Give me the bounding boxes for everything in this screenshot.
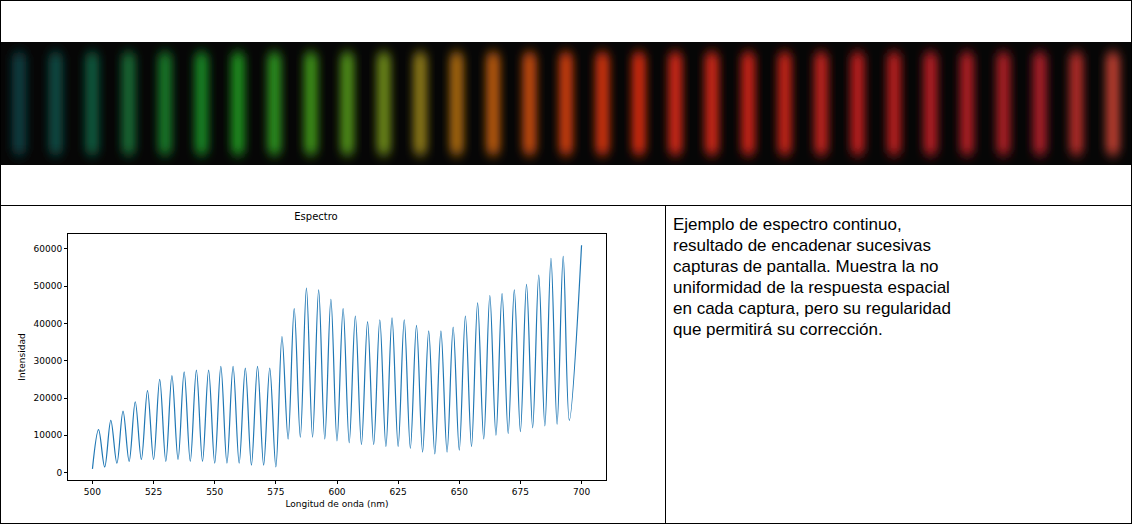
svg-text:525: 525 [145, 487, 162, 497]
svg-text:500: 500 [84, 487, 101, 497]
svg-text:650: 650 [451, 487, 468, 497]
svg-text:0: 0 [56, 468, 62, 478]
svg-text:Espectro: Espectro [294, 211, 337, 222]
svg-text:700: 700 [573, 487, 590, 497]
svg-text:60000: 60000 [34, 244, 63, 254]
svg-text:625: 625 [390, 487, 407, 497]
svg-text:Longitud de onda (nm): Longitud de onda (nm) [286, 499, 389, 509]
svg-text:Intensidad: Intensidad [17, 333, 27, 380]
svg-text:550: 550 [206, 487, 223, 497]
html-text:Ejemplo de espectro continuo,: Ejemplo de espectro continuo, resultado … [673, 215, 951, 339]
svg-text:20000: 20000 [34, 393, 63, 403]
svg-text:600: 600 [328, 487, 345, 497]
svg-text:40000: 40000 [34, 319, 63, 329]
svg-text:10000: 10000 [34, 430, 63, 440]
svg-text:575: 575 [267, 487, 284, 497]
svg-text:675: 675 [512, 487, 529, 497]
svg-text:50000: 50000 [34, 281, 63, 291]
svg-text:30000: 30000 [34, 356, 63, 366]
